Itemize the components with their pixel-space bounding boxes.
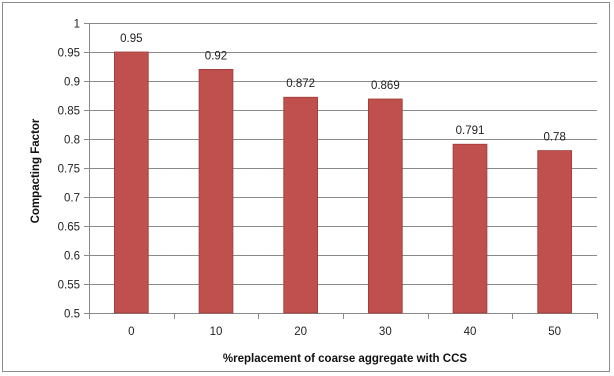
y-axis-title: Compacting Factor: [30, 118, 42, 223]
x-tick-label: 0: [128, 326, 134, 338]
data-label: 0.869: [371, 80, 400, 92]
y-tick-label: 0.9: [64, 77, 80, 89]
data-label: 0.791: [456, 125, 485, 137]
x-tick-label: 20: [294, 326, 307, 338]
bar-chart: Compacting Factor %replacement of coarse…: [30, 19, 598, 365]
x-tick-label: 40: [464, 326, 477, 338]
y-tick-label: 0.7: [64, 193, 80, 205]
bar: [283, 96, 319, 314]
data-labels: 0.95 0.92 0.872 0.869 0.791 0.78: [120, 33, 566, 144]
data-label: 0.92: [205, 50, 227, 62]
x-tick-label: 50: [548, 326, 561, 338]
y-tick-label: 0.8: [64, 135, 80, 147]
bar: [537, 150, 573, 314]
x-tick-label: 10: [210, 326, 223, 338]
y-tick-label: 0.95: [58, 48, 80, 60]
x-tick-label: 30: [379, 326, 392, 338]
y-tick-label: 0.6: [64, 251, 80, 263]
bar: [114, 51, 149, 314]
bar: [452, 143, 488, 314]
data-label: 0.78: [543, 132, 565, 144]
data-label: 0.872: [286, 78, 315, 90]
gridlines: [84, 23, 598, 319]
y-tick-label: 0.5: [64, 309, 80, 321]
y-tick-label: 0.75: [58, 164, 80, 176]
chart-area: Compacting Factor %replacement of coarse…: [2, 2, 610, 372]
y-tick-label: 0.55: [58, 280, 80, 292]
data-label: 0.95: [120, 33, 142, 45]
bar: [367, 98, 403, 314]
bars: [114, 51, 573, 314]
x-axis-title: %replacement of coarse aggregate with CC…: [223, 353, 467, 365]
y-tick-label: 0.85: [58, 106, 80, 118]
y-tick-label: 1: [74, 19, 80, 31]
bar: [198, 69, 234, 314]
y-tick-label: 0.65: [58, 222, 80, 234]
